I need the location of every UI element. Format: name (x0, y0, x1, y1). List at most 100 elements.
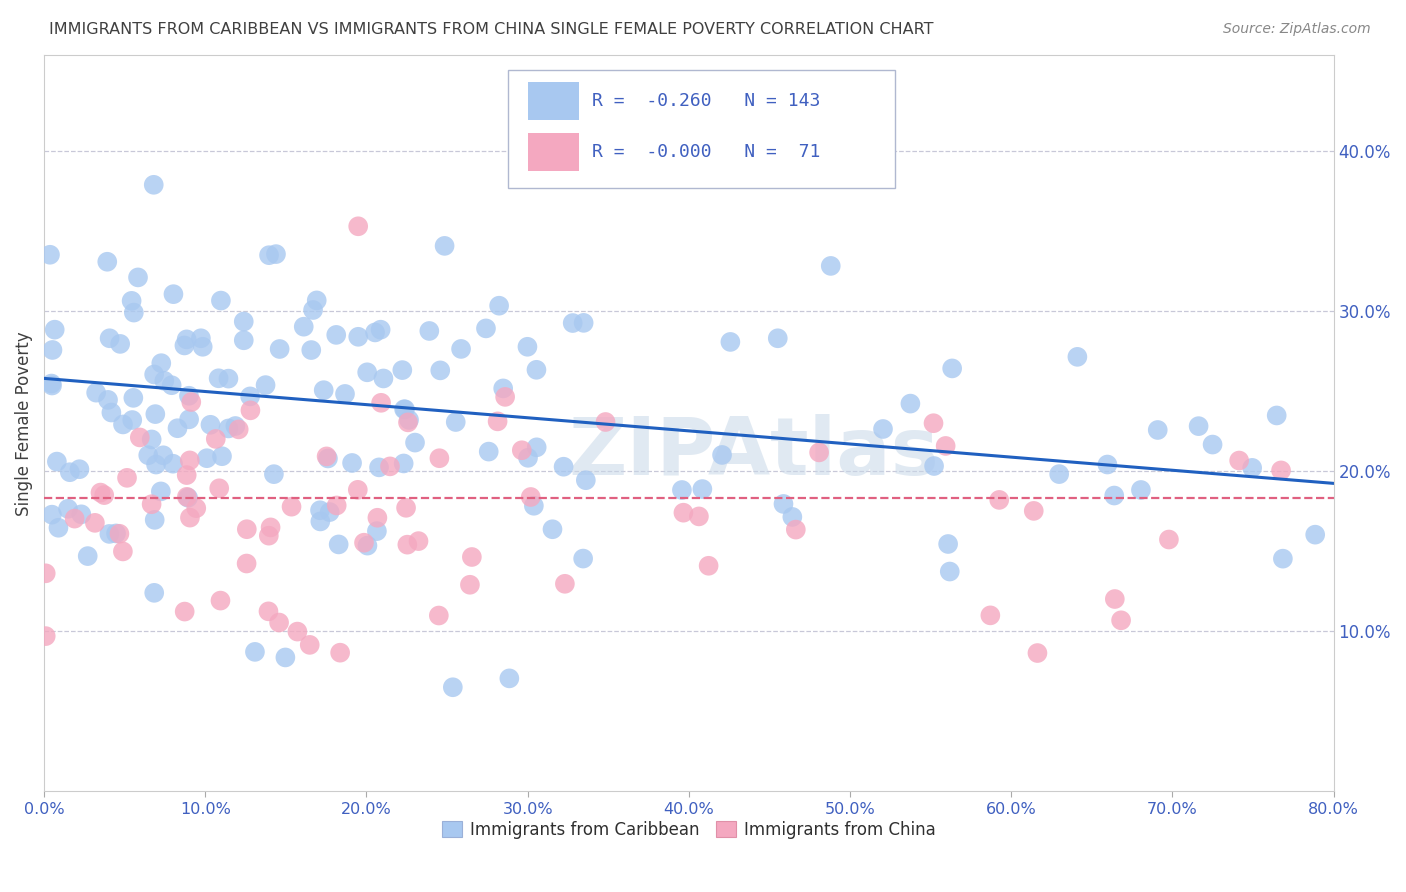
Point (128, 430, 150, 444)
Point (1303, 527, 1326, 541)
Point (236, 522, 259, 536)
Point (315, 450, 337, 464)
Point (83, 516, 105, 530)
Point (257, 604, 280, 618)
Point (70, 508, 93, 522)
Point (1201, 437, 1223, 451)
Point (697, 558, 720, 573)
Point (475, 321, 498, 335)
Point (162, 287, 184, 301)
Point (517, 450, 540, 465)
Point (711, 448, 734, 462)
Point (1270, 463, 1292, 477)
Point (143, 586, 166, 600)
Point (554, 576, 576, 591)
Point (100, 405, 122, 419)
Point (516, 340, 538, 354)
Point (263, 467, 285, 482)
Point (346, 483, 368, 497)
Point (429, 451, 451, 466)
Point (404, 435, 426, 450)
Point (408, 534, 430, 549)
Point (541, 522, 564, 536)
Point (98, 527, 121, 541)
Point (243, 645, 266, 659)
Point (232, 333, 254, 347)
FancyBboxPatch shape (509, 70, 896, 187)
Point (239, 389, 262, 403)
Point (257, 248, 280, 262)
Point (108, 526, 131, 541)
Point (191, 340, 214, 354)
Text: IMMIGRANTS FROM CARIBBEAN VS IMMIGRANTS FROM CHINA SINGLE FEMALE POVERTY CORRELA: IMMIGRANTS FROM CARIBBEAN VS IMMIGRANTS … (49, 22, 934, 37)
Point (418, 324, 440, 338)
Point (93, 488, 115, 502)
Point (872, 422, 894, 436)
Point (115, 471, 138, 485)
Text: Source: ZipAtlas.com: Source: ZipAtlas.com (1223, 22, 1371, 37)
Point (1227, 453, 1250, 467)
Point (900, 396, 922, 410)
Text: R =  -0.260   N = 143: R = -0.260 N = 143 (592, 92, 821, 110)
Point (59, 465, 82, 479)
Point (177, 491, 200, 505)
Point (224, 419, 246, 434)
Point (373, 371, 395, 385)
Point (254, 378, 277, 392)
Point (718, 334, 741, 349)
Point (429, 363, 451, 377)
Point (122, 391, 145, 405)
Point (41, 378, 63, 392)
Point (935, 439, 957, 453)
Point (595, 415, 617, 429)
Point (176, 468, 198, 483)
Point (979, 608, 1001, 623)
Point (302, 303, 325, 318)
Point (1102, 489, 1125, 503)
Point (572, 316, 595, 330)
Point (688, 509, 710, 524)
Point (1129, 483, 1152, 497)
Point (121, 293, 143, 308)
Point (105, 526, 128, 541)
Point (1047, 467, 1070, 482)
Point (939, 565, 962, 579)
Point (572, 551, 595, 566)
Point (173, 338, 195, 352)
Point (498, 672, 520, 686)
Point (820, 259, 842, 273)
Point (553, 459, 575, 474)
Point (370, 396, 392, 410)
Point (150, 356, 173, 370)
Point (179, 453, 201, 467)
Point (84, 385, 107, 400)
Point (41, 376, 63, 391)
Point (347, 219, 370, 234)
Point (398, 413, 420, 427)
Point (392, 457, 415, 471)
Point (772, 497, 794, 511)
Point (162, 457, 184, 471)
Point (179, 412, 201, 426)
Point (1026, 646, 1049, 660)
Text: R =  -0.000   N =  71: R = -0.000 N = 71 (592, 144, 821, 161)
Point (1109, 613, 1132, 627)
Point (143, 368, 166, 382)
Point (166, 421, 188, 435)
Point (111, 417, 134, 432)
Point (235, 557, 257, 571)
Point (325, 499, 347, 513)
Point (922, 416, 945, 430)
Point (145, 458, 167, 472)
Point (922, 458, 945, 473)
Point (209, 593, 232, 607)
Point (329, 646, 352, 660)
Point (1265, 409, 1288, 423)
Point (312, 383, 335, 397)
Point (1187, 419, 1209, 434)
Point (309, 503, 332, 517)
Point (108, 337, 131, 351)
Point (98, 331, 121, 345)
Point (356, 365, 378, 379)
Point (671, 483, 693, 497)
